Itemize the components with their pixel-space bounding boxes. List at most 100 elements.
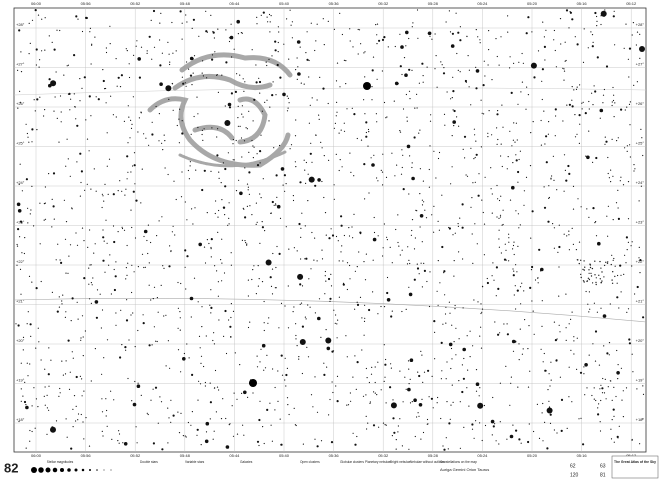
star xyxy=(439,282,441,284)
star xyxy=(611,104,613,107)
star xyxy=(309,306,311,308)
star xyxy=(247,189,249,191)
legend-heading: Globular clusters xyxy=(340,460,364,464)
star xyxy=(412,22,414,24)
star xyxy=(521,52,523,55)
magnitude-sample xyxy=(60,468,64,472)
star xyxy=(37,327,39,329)
star xyxy=(279,217,282,219)
star xyxy=(628,76,630,78)
star xyxy=(592,104,594,106)
star xyxy=(185,14,187,16)
star xyxy=(211,127,213,129)
star xyxy=(117,190,119,192)
star xyxy=(416,263,418,265)
star xyxy=(541,68,545,71)
star xyxy=(417,37,419,39)
cluster-star xyxy=(586,280,588,283)
star xyxy=(633,170,635,172)
star xyxy=(632,371,634,373)
star xyxy=(159,22,161,24)
star xyxy=(158,140,160,142)
star xyxy=(296,57,298,59)
star xyxy=(399,370,401,372)
star xyxy=(483,254,485,256)
star xyxy=(95,316,98,319)
star xyxy=(48,409,50,411)
star xyxy=(576,43,579,46)
star xyxy=(109,43,111,45)
star xyxy=(279,144,281,147)
star xyxy=(365,253,367,255)
star xyxy=(450,98,452,100)
star xyxy=(204,381,206,384)
star xyxy=(361,349,363,351)
star xyxy=(452,90,455,93)
star xyxy=(180,196,183,198)
star xyxy=(617,189,619,191)
star xyxy=(129,137,131,139)
star xyxy=(458,380,460,382)
ra-label-top: 05:32 xyxy=(378,1,389,6)
star xyxy=(333,28,335,30)
star xyxy=(20,400,22,402)
star xyxy=(363,99,365,101)
star xyxy=(368,192,370,194)
star xyxy=(95,190,97,192)
star xyxy=(480,312,482,315)
cluster-star xyxy=(594,274,596,276)
star xyxy=(233,159,235,161)
star xyxy=(511,248,514,250)
star xyxy=(591,394,593,397)
cluster-star xyxy=(583,269,585,271)
star xyxy=(463,135,467,138)
star xyxy=(263,369,265,371)
star xyxy=(520,442,522,444)
star xyxy=(284,190,286,192)
star xyxy=(172,109,174,111)
star xyxy=(613,386,615,388)
star xyxy=(314,376,316,378)
star xyxy=(276,204,281,209)
star xyxy=(606,215,608,217)
star xyxy=(274,49,277,52)
star xyxy=(580,206,582,208)
star xyxy=(571,227,573,229)
star xyxy=(105,87,107,90)
star xyxy=(35,398,38,400)
star xyxy=(491,134,493,136)
star xyxy=(305,257,308,260)
star xyxy=(62,294,64,296)
star xyxy=(29,440,31,442)
star xyxy=(35,48,38,51)
star xyxy=(134,380,136,383)
star xyxy=(302,443,304,445)
star xyxy=(104,271,106,273)
star xyxy=(613,10,615,12)
magnitude-sample xyxy=(74,468,78,472)
star xyxy=(498,443,500,445)
star xyxy=(530,237,532,239)
star xyxy=(115,58,117,60)
star xyxy=(499,214,502,216)
star xyxy=(445,378,447,380)
star xyxy=(246,183,249,185)
star xyxy=(229,423,231,425)
star xyxy=(421,204,424,206)
star xyxy=(545,135,548,138)
star xyxy=(464,157,466,159)
star xyxy=(465,174,467,176)
star xyxy=(353,113,356,116)
star xyxy=(603,88,606,91)
star xyxy=(491,275,493,277)
star xyxy=(191,411,193,413)
star xyxy=(484,424,487,427)
star xyxy=(89,229,91,231)
star xyxy=(461,390,464,394)
star xyxy=(572,243,575,245)
star xyxy=(146,52,148,55)
star xyxy=(514,285,516,287)
star xyxy=(134,183,136,185)
star xyxy=(563,154,566,156)
star xyxy=(31,430,33,433)
